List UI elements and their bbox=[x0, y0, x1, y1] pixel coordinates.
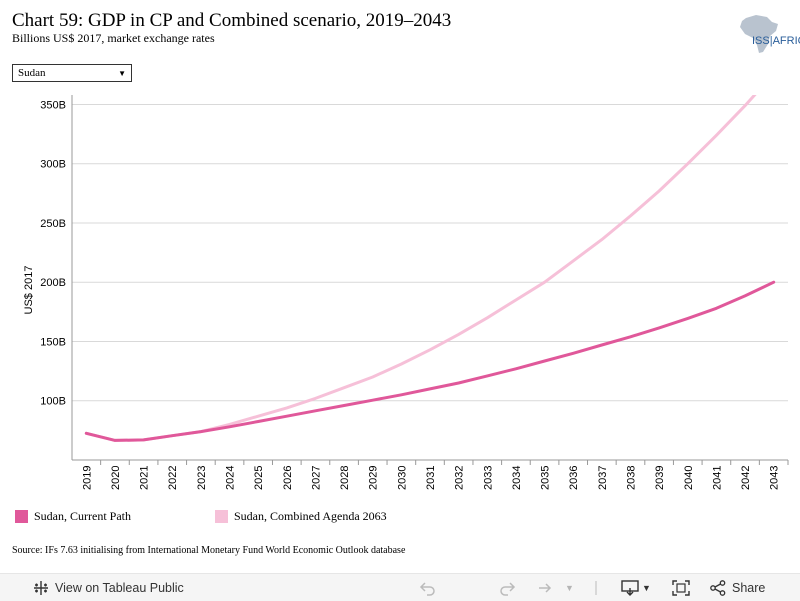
source-note: Source: IFs 7.63 initialising from Inter… bbox=[12, 545, 406, 556]
x-tick-label: 2028 bbox=[339, 466, 351, 490]
y-tick-label: 350B bbox=[40, 99, 66, 111]
x-tick-label: 2025 bbox=[253, 466, 265, 490]
x-tick-label: 2042 bbox=[740, 466, 752, 490]
legend-item-current-path[interactable]: Sudan, Current Path bbox=[15, 509, 131, 524]
share-label: Share bbox=[732, 580, 766, 595]
view-on-tableau-button[interactable]: View on Tableau Public bbox=[33, 574, 184, 601]
view-on-tableau-label: View on Tableau Public bbox=[55, 580, 184, 595]
download-icon bbox=[621, 579, 639, 596]
tableau-toolbar: View on Tableau Public ▼ ▼ Share bbox=[0, 573, 800, 601]
x-tick-label: 2039 bbox=[654, 466, 666, 490]
y-tick-label: 300B bbox=[40, 159, 66, 171]
download-dropdown-arrow-icon: ▼ bbox=[642, 582, 651, 593]
fullscreen-icon bbox=[672, 579, 690, 596]
x-tick-label: 2032 bbox=[454, 466, 466, 490]
revert-dropdown-arrow-icon[interactable]: ▼ bbox=[565, 582, 574, 593]
legend-swatch-combined-agenda bbox=[215, 510, 228, 523]
iss-africa-logo: ISS|AFRICA bbox=[734, 12, 800, 56]
revert-icon bbox=[539, 582, 552, 593]
y-axis-label-wrap: US$ 2017 bbox=[14, 240, 44, 340]
redo-icon bbox=[500, 581, 516, 596]
revert-button[interactable] bbox=[536, 574, 554, 601]
undo-button[interactable] bbox=[419, 574, 437, 601]
y-tick-label: 250B bbox=[40, 218, 66, 230]
logo-text: ISS|AFRICA bbox=[752, 35, 800, 47]
x-tick-label: 2030 bbox=[396, 466, 408, 490]
x-tick-label: 2033 bbox=[482, 466, 494, 490]
share-button[interactable]: Share bbox=[710, 574, 765, 601]
series-line-current-path bbox=[84, 280, 776, 442]
country-filter-value: Sudan bbox=[18, 67, 46, 79]
x-tick-label: 2035 bbox=[540, 466, 552, 490]
x-tick-label: 2036 bbox=[568, 466, 580, 490]
x-tick-label: 2031 bbox=[425, 466, 437, 490]
legend-label-current-path: Sudan, Current Path bbox=[34, 509, 131, 523]
x-tick-label: 2019 bbox=[81, 466, 93, 490]
legend-swatch-current-path bbox=[15, 510, 28, 523]
x-tick-label: 2043 bbox=[769, 466, 781, 490]
y-axis-label: US$ 2017 bbox=[23, 266, 35, 315]
line-chart: 100B 150B 200B 250B 300B 350B 2019 2020 2021 2022… bbox=[40, 95, 789, 490]
y-tick-label: 100B bbox=[40, 396, 66, 408]
x-tick-label: 2024 bbox=[225, 466, 237, 490]
y-tick-label: 200B bbox=[40, 277, 66, 289]
x-tick-label: 2034 bbox=[511, 466, 523, 490]
x-tick-label: 2041 bbox=[711, 466, 723, 490]
x-tick-label: 2029 bbox=[368, 466, 380, 490]
legend-item-combined-agenda[interactable]: Sudan, Combined Agenda 2063 bbox=[215, 509, 387, 524]
x-tick-label: 2023 bbox=[196, 466, 208, 490]
fullscreen-button[interactable] bbox=[672, 574, 690, 601]
x-tick-label: 2022 bbox=[167, 466, 179, 490]
toolbar-divider bbox=[595, 574, 597, 601]
x-tick-label: 2038 bbox=[625, 466, 637, 490]
x-tick-label: 2020 bbox=[110, 466, 122, 490]
download-button[interactable]: ▼ bbox=[621, 574, 651, 601]
chart-subtitle: Billions US$ 2017, market exchange rates bbox=[12, 31, 215, 45]
x-tick-label: 2021 bbox=[139, 466, 151, 490]
chart-title: Chart 59: GDP in CP and Combined scenari… bbox=[12, 10, 452, 31]
tableau-logo-icon bbox=[34, 580, 48, 595]
legend-label-combined-agenda: Sudan, Combined Agenda 2063 bbox=[234, 509, 387, 523]
share-icon bbox=[710, 579, 726, 596]
redo-button[interactable] bbox=[498, 574, 516, 601]
undo-icon bbox=[419, 581, 435, 596]
dropdown-arrow-icon: ▼ bbox=[118, 68, 126, 78]
africa-map-icon bbox=[740, 15, 778, 53]
x-tick-label: 2027 bbox=[310, 466, 322, 490]
y-tick-label: 150B bbox=[40, 336, 66, 348]
x-tick-label: 2026 bbox=[282, 466, 294, 490]
x-tick-label: 2040 bbox=[683, 466, 695, 490]
x-tick-label: 2037 bbox=[597, 466, 609, 490]
country-filter-dropdown[interactable]: Sudan ▼ bbox=[12, 64, 132, 82]
